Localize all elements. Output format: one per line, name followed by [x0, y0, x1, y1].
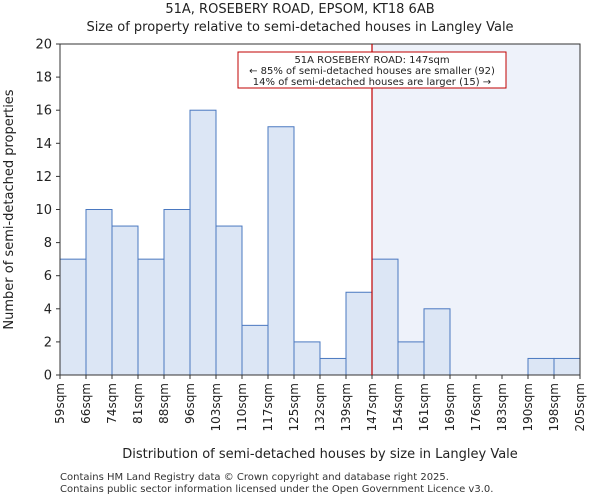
- x-tick-label: 183sqm: [495, 383, 509, 431]
- bar[interactable]: [319, 357, 347, 376]
- chart-subtitle: Size of property relative to semi-detach…: [86, 20, 514, 35]
- x-tick-label: 198sqm: [547, 383, 561, 431]
- larger-region-shade: [372, 44, 580, 375]
- bar[interactable]: [371, 258, 399, 376]
- footer-copyright: Contains HM Land Registry data © Crown c…: [60, 472, 449, 483]
- y-tick-label: 10: [35, 203, 52, 218]
- footer-licence: Contains public sector information licen…: [60, 484, 494, 495]
- bar[interactable]: [85, 209, 113, 376]
- chart-title: 51A, ROSEBERY ROAD, EPSOM, KT18 6AB: [165, 2, 435, 17]
- y-axis-label: Number of semi-detached properties: [2, 89, 17, 329]
- x-tick-label: 205sqm: [573, 383, 587, 431]
- bar[interactable]: [527, 357, 555, 376]
- bar[interactable]: [189, 109, 217, 376]
- bar[interactable]: [293, 341, 321, 376]
- bar[interactable]: [267, 126, 295, 376]
- x-tick-label: 132sqm: [313, 383, 327, 431]
- y-tick-label: 16: [35, 104, 52, 119]
- y-tick-label: 4: [44, 302, 52, 317]
- x-tick-label: 190sqm: [521, 383, 535, 431]
- x-tick-label: 117sqm: [261, 383, 275, 431]
- y-tick-label: 2: [44, 335, 52, 350]
- bar[interactable]: [163, 209, 191, 376]
- x-tick-label: 59sqm: [53, 383, 67, 424]
- x-tick-label: 154sqm: [391, 383, 405, 431]
- x-tick-label: 88sqm: [157, 383, 171, 424]
- bar[interactable]: [215, 225, 243, 376]
- x-tick-label: 103sqm: [209, 383, 223, 431]
- x-axis-label: Distribution of semi-detached houses by …: [122, 447, 518, 462]
- annotation-line-2: ← 85% of semi-detached houses are smalle…: [249, 66, 495, 77]
- annotation-box: [237, 51, 507, 89]
- x-tick-label: 110sqm: [235, 383, 249, 431]
- annotation-line-3: 14% of semi-detached houses are larger (…: [253, 77, 491, 88]
- x-tick-label: 161sqm: [417, 383, 431, 431]
- x-tick-label: 176sqm: [469, 383, 483, 431]
- y-tick-label: 14: [35, 137, 52, 152]
- bar[interactable]: [59, 258, 87, 376]
- x-tick-label: 147sqm: [365, 383, 379, 431]
- y-tick-label: 6: [44, 269, 52, 284]
- bar[interactable]: [423, 308, 451, 376]
- x-tick-label: 96sqm: [183, 383, 197, 424]
- bar[interactable]: [137, 258, 165, 376]
- annotation-line-1: 51A ROSEBERY ROAD: 147sqm: [294, 55, 449, 66]
- x-tick-label: 74sqm: [105, 383, 119, 424]
- y-tick-label: 0: [44, 369, 52, 384]
- bar[interactable]: [345, 291, 373, 376]
- x-tick-label: 139sqm: [339, 383, 353, 431]
- x-tick-label: 169sqm: [443, 383, 457, 431]
- y-tick-label: 8: [44, 236, 52, 251]
- bar[interactable]: [553, 357, 581, 376]
- y-tick-label: 20: [35, 38, 52, 53]
- y-tick-label: 18: [35, 71, 52, 86]
- y-tick-label: 12: [35, 170, 52, 185]
- bar[interactable]: [111, 225, 139, 376]
- bar[interactable]: [397, 341, 425, 376]
- x-tick-label: 66sqm: [79, 383, 93, 424]
- x-tick-label: 125sqm: [287, 383, 301, 431]
- bar[interactable]: [241, 324, 269, 376]
- x-tick-label: 81sqm: [131, 383, 145, 424]
